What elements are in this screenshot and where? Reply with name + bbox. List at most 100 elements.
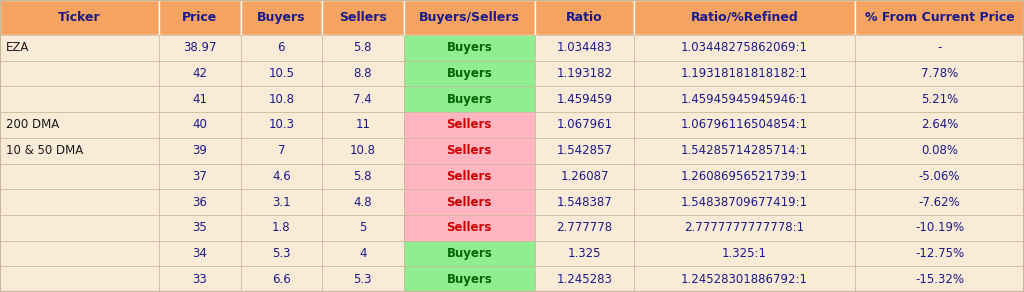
Bar xyxy=(323,138,403,164)
Bar xyxy=(403,266,535,292)
Bar xyxy=(403,241,535,266)
Text: 1.54838709677419:1: 1.54838709677419:1 xyxy=(681,196,808,208)
Bar xyxy=(323,189,403,215)
Text: Buyers: Buyers xyxy=(446,93,493,106)
Bar xyxy=(159,61,241,86)
Text: 1.542857: 1.542857 xyxy=(557,144,612,157)
Bar xyxy=(634,0,855,35)
Text: Sellers: Sellers xyxy=(446,119,492,131)
Text: 1.24528301886792:1: 1.24528301886792:1 xyxy=(681,273,808,286)
Bar xyxy=(159,215,241,241)
Bar xyxy=(323,35,403,61)
Text: Buyers/Sellers: Buyers/Sellers xyxy=(419,11,520,24)
Bar xyxy=(323,0,403,35)
Bar xyxy=(535,112,634,138)
Text: 35: 35 xyxy=(193,221,207,234)
Text: 0.08%: 0.08% xyxy=(921,144,958,157)
Text: 2.7777777777778:1: 2.7777777777778:1 xyxy=(685,221,805,234)
Text: Buyers: Buyers xyxy=(446,247,493,260)
Bar xyxy=(0,266,159,292)
Bar xyxy=(323,86,403,112)
Text: 1.8: 1.8 xyxy=(272,221,291,234)
Bar xyxy=(535,266,634,292)
Text: 1.19318181818182:1: 1.19318181818182:1 xyxy=(681,67,808,80)
Bar xyxy=(0,86,159,112)
Bar xyxy=(535,138,634,164)
Text: 1.548387: 1.548387 xyxy=(557,196,612,208)
Text: 1.45945945945946:1: 1.45945945945946:1 xyxy=(681,93,808,106)
Bar xyxy=(403,189,535,215)
Text: 10.8: 10.8 xyxy=(350,144,376,157)
Text: Sellers: Sellers xyxy=(446,221,492,234)
Text: 2.64%: 2.64% xyxy=(921,119,958,131)
Text: 5.3: 5.3 xyxy=(353,273,372,286)
Text: 1.067961: 1.067961 xyxy=(556,119,612,131)
Bar xyxy=(855,61,1024,86)
Bar xyxy=(241,35,323,61)
Text: 37: 37 xyxy=(193,170,207,183)
Bar xyxy=(0,61,159,86)
Text: 5.21%: 5.21% xyxy=(921,93,958,106)
Bar xyxy=(159,189,241,215)
Text: Buyers: Buyers xyxy=(446,41,493,54)
Text: 10.5: 10.5 xyxy=(268,67,294,80)
Text: 11: 11 xyxy=(355,119,371,131)
Text: Buyers: Buyers xyxy=(446,67,493,80)
Bar xyxy=(634,35,855,61)
Text: 1.245283: 1.245283 xyxy=(557,273,612,286)
Bar xyxy=(535,35,634,61)
Bar xyxy=(403,61,535,86)
Text: 36: 36 xyxy=(193,196,207,208)
Text: 41: 41 xyxy=(193,93,207,106)
Text: -12.75%: -12.75% xyxy=(914,247,964,260)
Bar xyxy=(159,138,241,164)
Bar xyxy=(634,266,855,292)
Bar xyxy=(241,266,323,292)
Text: 1.325: 1.325 xyxy=(568,247,601,260)
Bar xyxy=(0,35,159,61)
Bar xyxy=(634,112,855,138)
Text: 42: 42 xyxy=(193,67,207,80)
Text: 1.325:1: 1.325:1 xyxy=(722,247,767,260)
Text: 1.03448275862069:1: 1.03448275862069:1 xyxy=(681,41,808,54)
Text: 7.4: 7.4 xyxy=(353,93,373,106)
Text: 7: 7 xyxy=(278,144,285,157)
Text: 2.777778: 2.777778 xyxy=(556,221,612,234)
Bar xyxy=(403,0,535,35)
Bar xyxy=(634,189,855,215)
Bar xyxy=(855,189,1024,215)
Text: 5: 5 xyxy=(359,221,367,234)
Text: 38.97: 38.97 xyxy=(183,41,217,54)
Bar xyxy=(323,215,403,241)
Text: 34: 34 xyxy=(193,247,207,260)
Text: Buyers: Buyers xyxy=(257,11,305,24)
Text: 1.193182: 1.193182 xyxy=(557,67,612,80)
Text: 5.8: 5.8 xyxy=(353,41,372,54)
Bar xyxy=(159,112,241,138)
Bar xyxy=(403,138,535,164)
Text: -15.32%: -15.32% xyxy=(915,273,964,286)
Bar xyxy=(403,215,535,241)
Text: Price: Price xyxy=(182,11,217,24)
Text: Ratio/%Refined: Ratio/%Refined xyxy=(691,11,799,24)
Text: Sellers: Sellers xyxy=(339,11,387,24)
Bar xyxy=(634,86,855,112)
Bar xyxy=(634,61,855,86)
Bar xyxy=(855,35,1024,61)
Bar xyxy=(241,61,323,86)
Bar xyxy=(0,138,159,164)
Text: 5.8: 5.8 xyxy=(353,170,372,183)
Bar xyxy=(855,164,1024,189)
Text: 33: 33 xyxy=(193,273,207,286)
Text: Ticker: Ticker xyxy=(58,11,100,24)
Bar xyxy=(855,0,1024,35)
Text: -: - xyxy=(937,41,942,54)
Bar xyxy=(535,86,634,112)
Text: 6: 6 xyxy=(278,41,285,54)
Bar xyxy=(535,164,634,189)
Text: 1.459459: 1.459459 xyxy=(557,93,612,106)
Bar xyxy=(159,86,241,112)
Text: 4.6: 4.6 xyxy=(272,170,291,183)
Bar xyxy=(159,266,241,292)
Bar xyxy=(855,138,1024,164)
